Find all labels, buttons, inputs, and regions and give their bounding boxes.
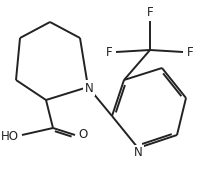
Text: F: F — [146, 7, 153, 19]
Text: N: N — [84, 81, 93, 95]
Text: F: F — [186, 45, 192, 59]
Text: O: O — [78, 129, 87, 141]
Text: N: N — [133, 147, 142, 159]
Text: F: F — [105, 45, 112, 59]
Text: HO: HO — [1, 130, 19, 142]
